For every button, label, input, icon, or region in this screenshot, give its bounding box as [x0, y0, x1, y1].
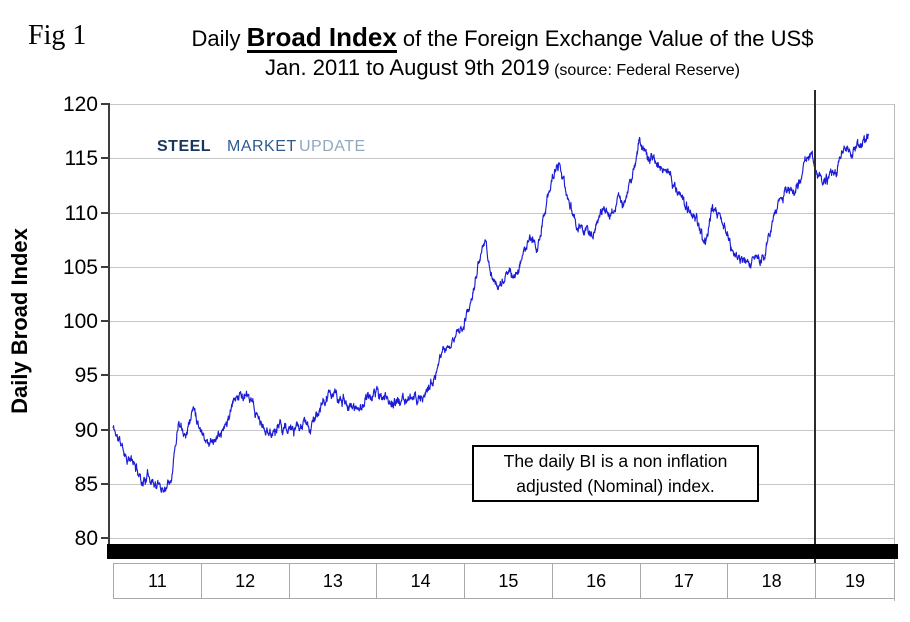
y-tick-95	[101, 374, 110, 377]
logo-word-update: UPDATE	[299, 138, 366, 155]
x-axis-year-label-16: 16	[551, 563, 641, 599]
annotation-box: The daily BI is a non inflation adjusted…	[472, 445, 759, 502]
y-tick-label-90: 90	[74, 418, 98, 442]
x-axis-year-label-15: 15	[464, 563, 553, 599]
gridline-y-110	[110, 212, 895, 214]
y-axis-title: Daily Broad Index	[7, 228, 32, 414]
chart-title-suffix: of the Foreign Exchange Value of the US$	[396, 26, 814, 51]
gridline-y-115	[110, 158, 895, 160]
x-axis-year-label-11: 11	[113, 563, 202, 599]
x-axis-year-label-19: 19	[815, 563, 895, 599]
chart-subtitle-range: Jan. 2011 to August 9th 2019	[265, 55, 550, 80]
chart-subtitle-source: (source: Federal Reserve)	[549, 62, 740, 79]
y-tick-100	[101, 320, 110, 322]
vertical-marker-line	[814, 90, 816, 563]
bottom-black-bar	[107, 544, 898, 559]
y-tick-label-100: 100	[62, 310, 98, 333]
y-tick-label-95: 95	[74, 364, 98, 388]
broad-index-series-line	[112, 133, 870, 493]
gridline-y-95	[110, 375, 895, 377]
broad-index-line-chart	[112, 133, 870, 493]
y-tick-label-80: 80	[74, 527, 98, 550]
x-axis-year-label-18: 18	[727, 563, 816, 599]
y-tick-120	[101, 103, 110, 105]
y-tick-105	[101, 265, 110, 268]
y-tick-label-110: 110	[64, 201, 98, 225]
plot-right-border	[894, 104, 895, 601]
y-tick-115	[101, 157, 110, 160]
chart-subtitle: Jan. 2011 to August 9th 2019 (source: Fe…	[105, 55, 900, 81]
steel-market-update-logo: STEEL MARKET UPDATE	[157, 112, 367, 162]
y-tick-label-115: 115	[64, 147, 98, 171]
gridline-y-80	[110, 538, 895, 539]
annotation-line-1: The daily BI is a non inflation	[503, 451, 728, 471]
x-axis-year-label-13: 13	[288, 563, 378, 599]
logo-word-steel: STEEL	[157, 138, 212, 155]
figure-label: Fig 1	[28, 20, 87, 51]
chart-title: Daily Broad Index of the Foreign Exchang…	[105, 24, 900, 53]
chart-title-emphasis: Broad Index	[246, 22, 397, 53]
y-tick-label-120: 120	[62, 93, 98, 116]
gridline-y-100	[110, 321, 895, 322]
y-tick-110	[101, 211, 110, 214]
logo-word-market: MARKET	[227, 138, 297, 155]
gridline-y-105	[110, 266, 895, 268]
y-tick-label-85: 85	[74, 472, 98, 496]
x-axis-year-label-14: 14	[376, 563, 465, 599]
y-tick-label-105: 105	[62, 255, 98, 279]
chart-title-prefix: Daily	[191, 26, 247, 51]
x-axis-year-label-17: 17	[639, 563, 729, 599]
y-tick-90	[101, 428, 110, 431]
y-axis-line	[108, 104, 110, 559]
y-tick-80	[101, 537, 110, 539]
gridline-y-120	[110, 104, 895, 105]
logo-crescent-icon-inner	[185, 116, 223, 154]
x-axis-year-label-12: 12	[200, 563, 290, 599]
y-tick-85	[101, 482, 110, 485]
annotation-line-2: adjusted (Nominal) index.	[516, 476, 715, 496]
gridline-y-90	[110, 429, 895, 431]
